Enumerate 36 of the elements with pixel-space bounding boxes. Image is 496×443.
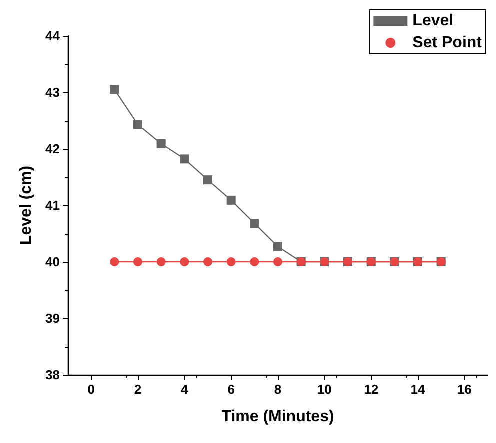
point (156, 139, 166, 148)
x-tick-label: 12 (364, 382, 379, 397)
x-tick-label: 10 (317, 382, 332, 397)
point (180, 154, 190, 164)
point (156, 258, 166, 266)
y-tick-label: 39 (46, 311, 60, 326)
point (204, 176, 212, 185)
y-tick-label: 38 (46, 368, 60, 382)
x-tick-label: 14 (410, 382, 426, 397)
point (250, 258, 260, 266)
y-tick-label: 42 (46, 142, 60, 156)
point (226, 196, 236, 205)
x-tick-label: 6 (228, 382, 235, 397)
point (204, 258, 212, 266)
legend-label: Set Point (412, 34, 483, 52)
y-tick-label: 41 (46, 198, 60, 213)
point (180, 258, 190, 266)
x-axis-title: Time (Minutes) (222, 408, 334, 426)
point (110, 85, 120, 94)
y-axis-title: Level (cm) (18, 166, 36, 246)
x-tick-label: 8 (274, 382, 282, 397)
point (250, 219, 260, 228)
point (134, 258, 142, 266)
point (226, 258, 236, 266)
y-tick-label: 44 (46, 28, 61, 44)
point (134, 120, 142, 130)
legend-label: Level (412, 12, 454, 30)
x-tick-label: 0 (88, 382, 95, 397)
x-tick-label: 4 (181, 382, 190, 397)
y-tick-label: 40 (46, 254, 60, 270)
y-tick-label: 43 (46, 85, 60, 100)
x-tick-label: 2 (134, 382, 142, 397)
point (274, 258, 282, 266)
point (110, 258, 120, 266)
x-tick-label: 16 (457, 382, 472, 397)
point (274, 242, 282, 252)
